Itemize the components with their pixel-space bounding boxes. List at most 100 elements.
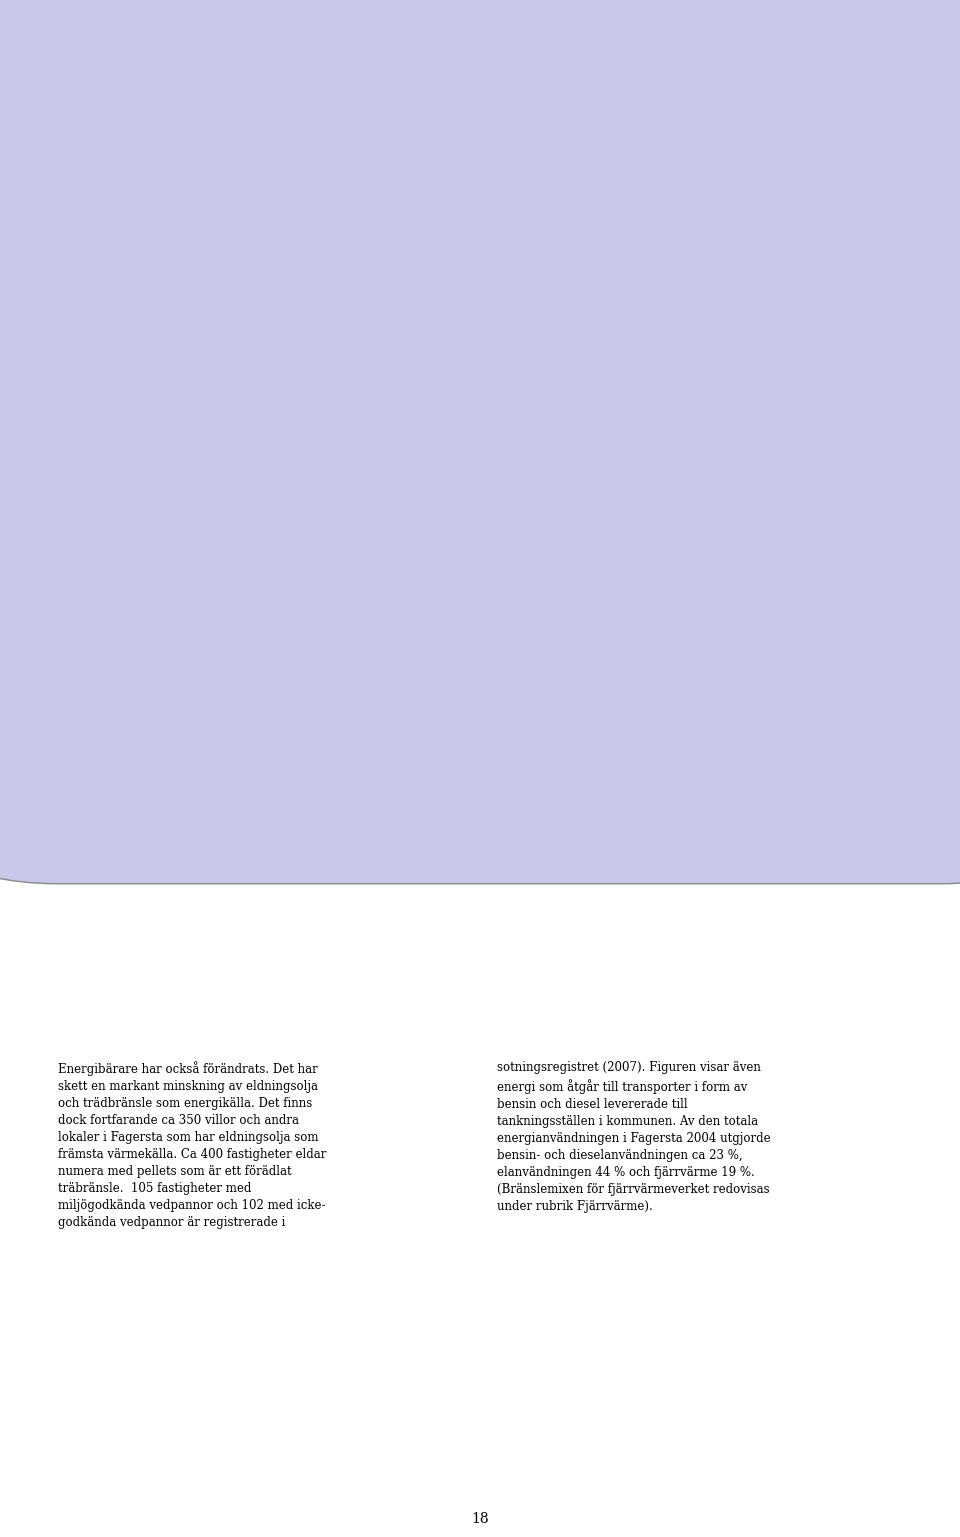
- Bar: [349, 217, 414, 300]
- Text: 256677: 256677: [666, 644, 708, 653]
- Bar: [585, 364, 649, 407]
- Text: 2002: 2002: [514, 729, 542, 738]
- Bar: [467, 300, 532, 315]
- Bar: [585, 292, 649, 301]
- Text: 261491: 261491: [589, 644, 633, 653]
- Text: Energibärare har också förändrats. Det har
skett en markant minskning av eldning: Energibärare har också förändrats. Det h…: [58, 1061, 326, 1230]
- Text: SCB: SCB: [58, 804, 82, 813]
- Bar: [819, 301, 883, 309]
- Bar: [702, 304, 766, 320]
- Text: 18594: 18594: [514, 845, 549, 856]
- Text: Uppskattad: Uppskattad: [58, 686, 123, 696]
- Text: 14909: 14909: [362, 845, 397, 856]
- Text: 14624: 14624: [589, 845, 626, 856]
- Text: 2001: 2001: [438, 603, 467, 612]
- Bar: [702, 320, 766, 323]
- Text: 256677: 256677: [666, 686, 708, 696]
- Text: 14909: 14909: [362, 804, 397, 813]
- Text: 158195: 158195: [362, 644, 408, 655]
- Bar: [349, 349, 414, 364]
- Text: 1990: 1990: [209, 729, 238, 738]
- Text: 20806: 20806: [286, 804, 322, 813]
- Text: 18594: 18594: [514, 804, 549, 813]
- Text: 261924: 261924: [286, 644, 328, 653]
- Text: Figur 6: Figur 6: [58, 469, 103, 480]
- Text: 2003: 2003: [589, 729, 618, 738]
- Bar: [232, 350, 297, 407]
- Text: 261491: 261491: [589, 686, 633, 696]
- Text: 2000: 2000: [362, 729, 390, 738]
- Text: 261686: 261686: [514, 644, 557, 653]
- Bar: [349, 300, 414, 306]
- Bar: [467, 363, 532, 407]
- Bar: [585, 301, 649, 318]
- Text: 1990: 1990: [209, 603, 238, 612]
- Text: 14300: 14300: [666, 845, 705, 856]
- Text: 261924: 261924: [286, 686, 328, 696]
- Text: 81179: 81179: [209, 804, 245, 813]
- Bar: [467, 201, 532, 284]
- Bar: [702, 220, 766, 297]
- Text: 2001: 2001: [438, 729, 467, 738]
- Bar: [819, 226, 883, 301]
- Bar: [349, 95, 414, 217]
- Bar: [349, 324, 414, 349]
- Bar: [349, 306, 414, 323]
- Text: 2004: 2004: [666, 729, 694, 738]
- Bar: [585, 215, 649, 292]
- Text: Träbränsle
användning: Träbränsle användning: [58, 729, 124, 750]
- Text: 2000: 2000: [362, 603, 390, 612]
- Bar: [349, 323, 414, 324]
- Text: 20806: 20806: [286, 845, 322, 856]
- Text: sotningsregistret (2007). Figuren visar även
energi som åtgår till transporter i: sotningsregistret (2007). Figuren visar …: [497, 1061, 771, 1213]
- Text: 226700: 226700: [209, 644, 252, 653]
- Text: 258195: 258195: [362, 686, 408, 696]
- Bar: [702, 97, 766, 220]
- Bar: [467, 75, 532, 201]
- Bar: [585, 318, 649, 320]
- Text: 269481: 269481: [438, 644, 481, 653]
- Text: 14624: 14624: [589, 804, 626, 813]
- Bar: [819, 106, 883, 226]
- Bar: [232, 180, 297, 258]
- Text: 293: 293: [666, 804, 689, 815]
- Bar: [232, 57, 297, 180]
- Bar: [232, 289, 297, 290]
- Bar: [702, 297, 766, 304]
- Text: 81179: 81179: [209, 845, 245, 856]
- Bar: [467, 318, 532, 344]
- Bar: [115, 271, 180, 275]
- Text: 2002: 2002: [514, 603, 542, 612]
- Text: 18: 18: [471, 1512, 489, 1526]
- Text: 1995: 1995: [286, 729, 314, 738]
- Bar: [232, 258, 297, 267]
- Bar: [819, 349, 883, 364]
- Text: Uppskattad: Uppskattad: [58, 845, 123, 856]
- Title: Energibärare: Energibärare: [438, 8, 561, 26]
- Text: 31251: 31251: [438, 804, 473, 813]
- Bar: [819, 327, 883, 349]
- Bar: [585, 92, 649, 215]
- Y-axis label: MWh: MWh: [16, 204, 26, 234]
- Bar: [467, 315, 532, 318]
- Bar: [115, 312, 180, 350]
- Text: 261686: 261686: [514, 686, 557, 696]
- Bar: [702, 364, 766, 407]
- Bar: [819, 309, 883, 324]
- Text: 31251: 31251: [438, 845, 473, 856]
- Bar: [467, 284, 532, 300]
- Bar: [819, 324, 883, 327]
- Bar: [232, 315, 297, 350]
- Bar: [467, 344, 532, 363]
- Text: Energibärare (bränsle) för Fagersta kommun. Källa SCB. Obs! Felaktiga siffror fr: Energibärare (bränsle) för Fagersta komm…: [118, 469, 682, 509]
- Text: 2003: 2003: [589, 603, 618, 612]
- Text: 226700: 226700: [209, 686, 252, 696]
- Bar: [115, 29, 180, 137]
- Bar: [819, 364, 883, 407]
- Text: SCB: SCB: [58, 644, 82, 653]
- Bar: [349, 364, 414, 407]
- Bar: [585, 320, 649, 346]
- Text: 2004: 2004: [666, 603, 694, 612]
- Bar: [702, 323, 766, 346]
- Bar: [585, 346, 649, 364]
